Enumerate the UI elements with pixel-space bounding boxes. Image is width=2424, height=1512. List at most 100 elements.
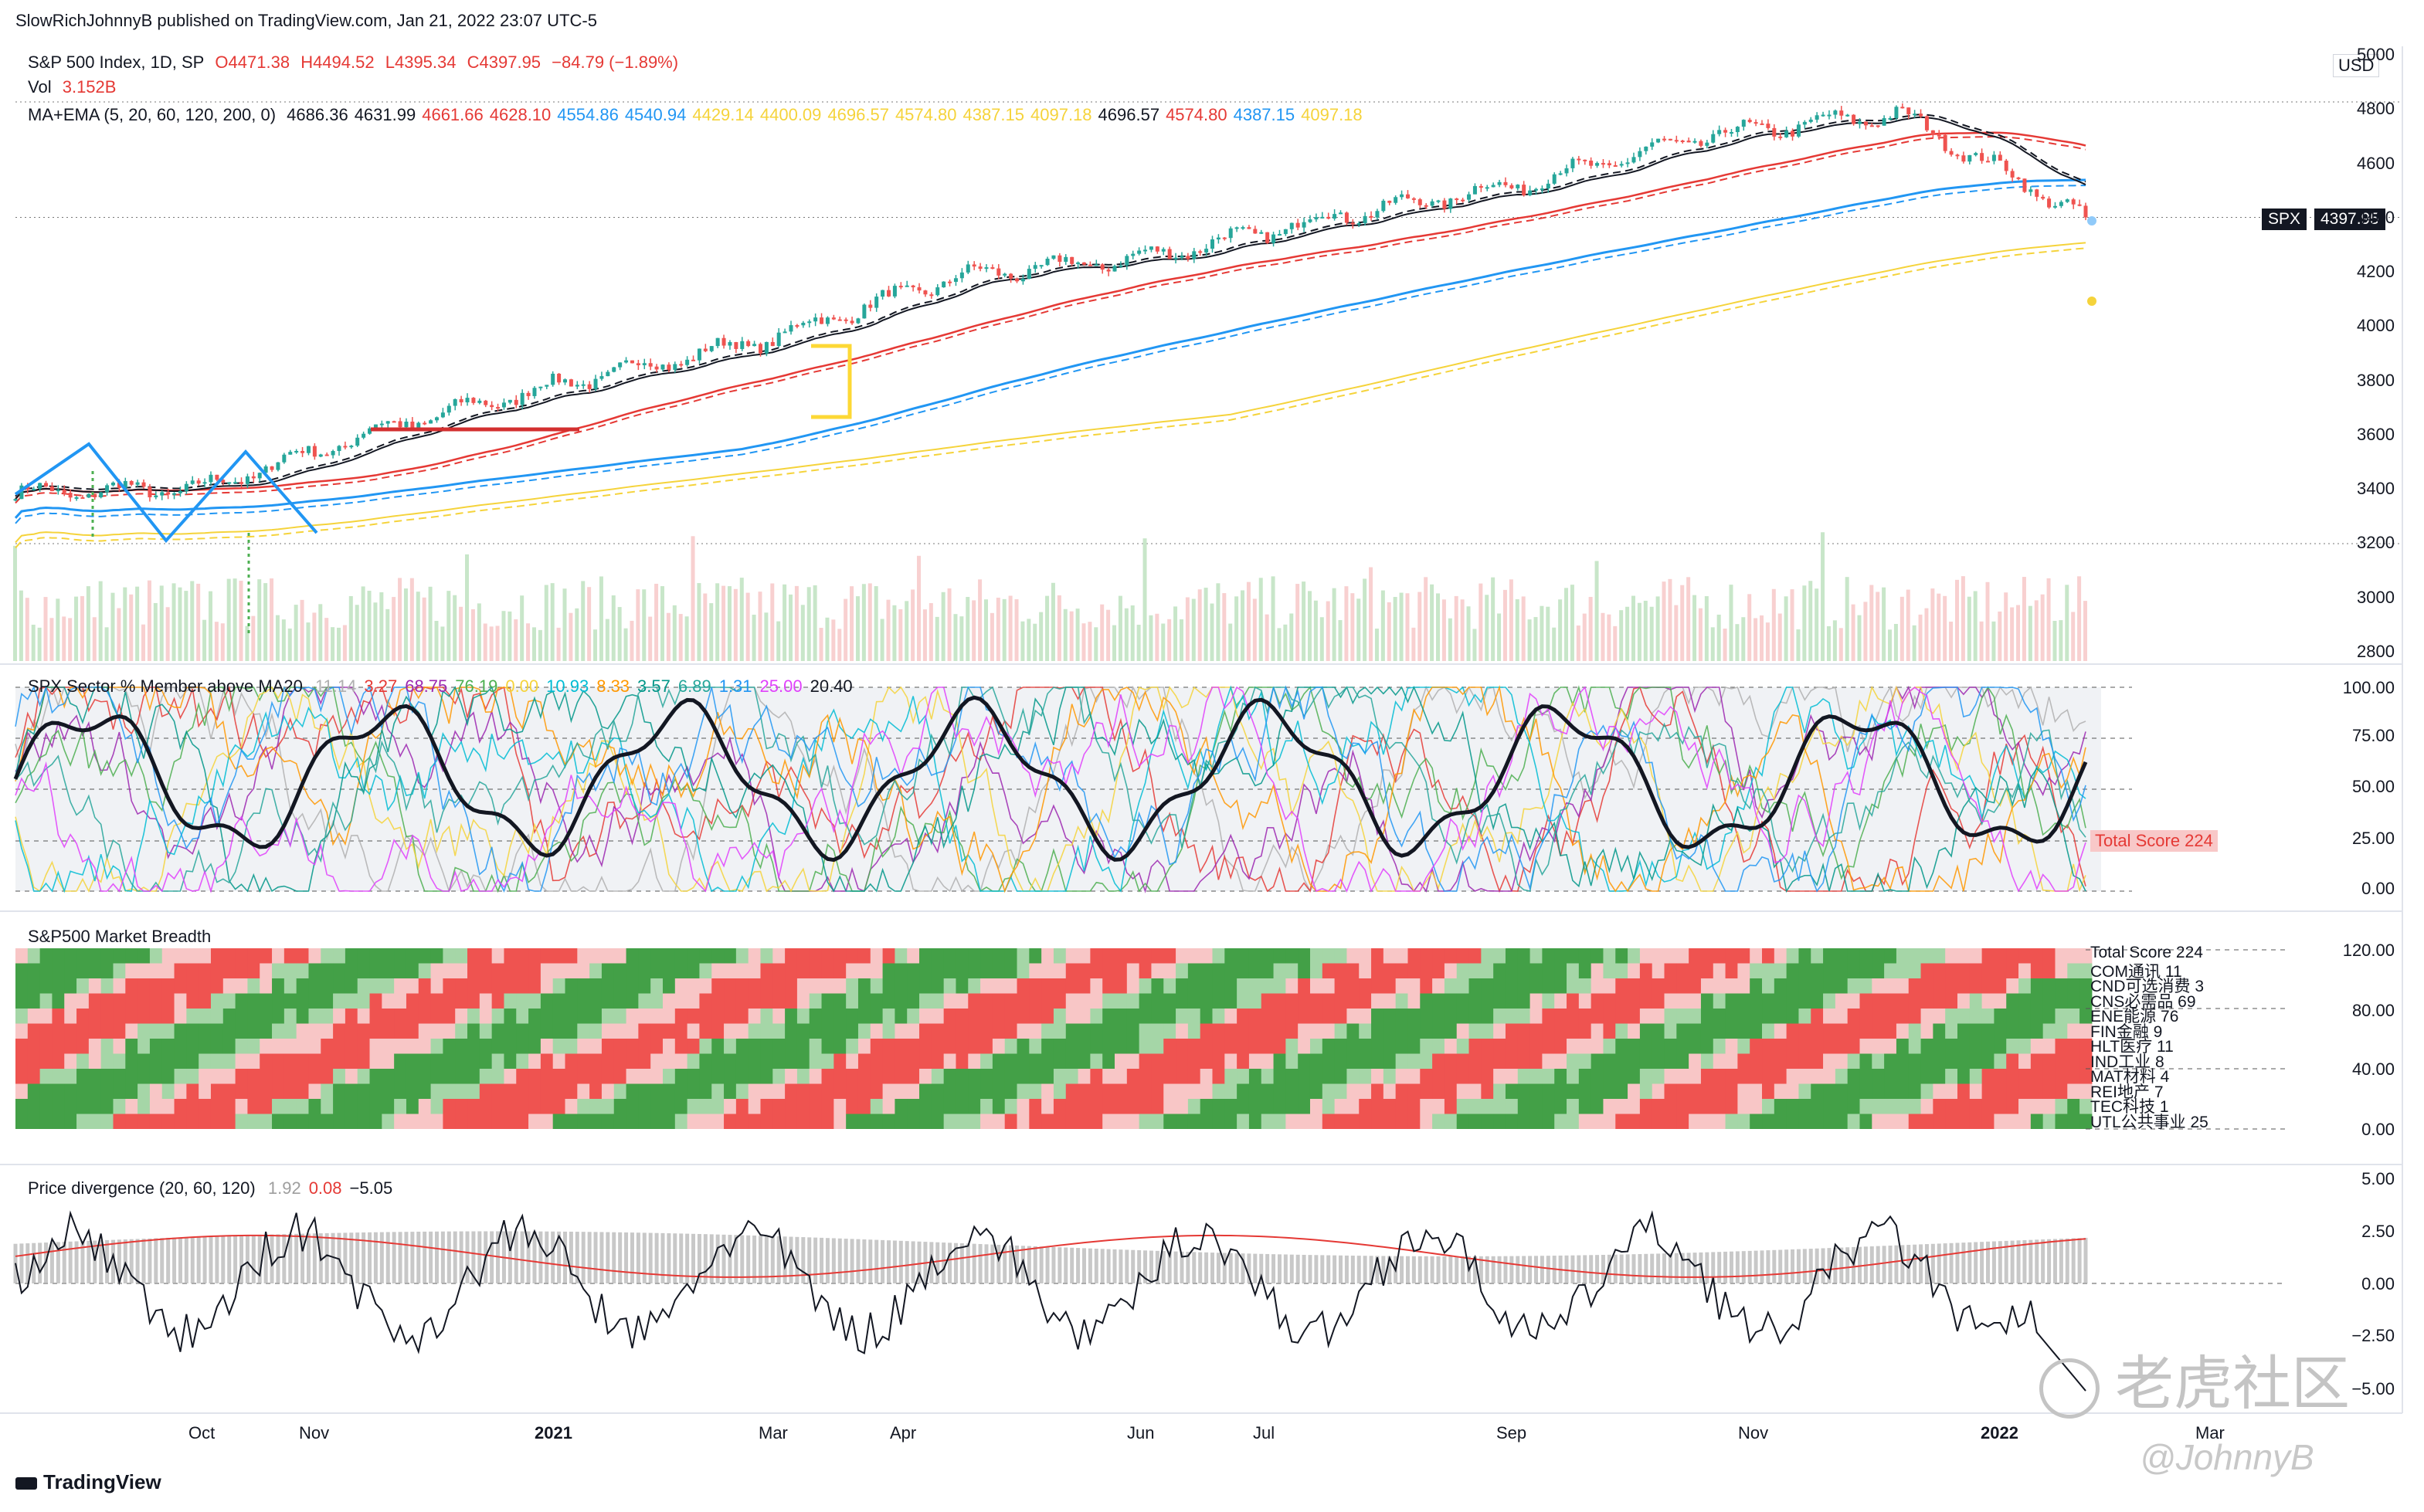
breadth-cell-4-234 [1444,1009,1458,1024]
candle-body-81 [508,399,512,403]
volume-bar-88 [550,583,555,661]
breadth-cell-1-28 [186,963,199,978]
breadth-cell-0-318 [1957,948,1971,964]
volume-bar-62 [392,597,396,661]
breadth-cell-0-146 [907,948,920,964]
breadth-cell-3-110 [687,993,700,1009]
breadth-cell-2-280 [1725,978,1738,994]
breadth-cell-4-182 [1126,1009,1140,1024]
divergence-bar-271 [1668,1253,1672,1283]
breadth-cell-11-286 [1762,1114,1775,1129]
candle-body-212 [1308,219,1312,222]
breadth-cell-10-210 [1298,1099,1311,1114]
candle-body-1 [19,485,24,500]
breadth-cell-2-238 [1468,978,1482,994]
volume-bar-38 [245,625,250,661]
breadth-cell-2-304 [1872,978,1885,994]
breadth-cell-3-128 [796,993,810,1009]
breadth-cell-8-246 [1517,1069,1531,1084]
breadth-cell-2-160 [992,978,1006,994]
breadth-cell-11-314 [1933,1114,1946,1129]
volume-bar-177 [1094,627,1098,661]
breadth-cell-10-14 [100,1099,114,1114]
breadth-cell-5-252 [1554,1023,1567,1039]
breadth-cell-10-164 [1017,1099,1030,1114]
candle-body-4 [38,483,42,489]
breadth-cell-2-90 [565,978,578,994]
divergence-pane-title: Price divergence (20, 60, 120) 1.92 0.08−… [28,1178,400,1198]
breadth-cell-2-312 [1920,978,1933,994]
breadth-cell-3-186 [1151,993,1164,1009]
breadth-cell-0-62 [394,948,407,964]
volume-bar-210 [1295,584,1300,661]
breadth-cell-0-310 [1908,948,1922,964]
candle-body-173 [1070,256,1075,264]
breadth-cell-6-84 [528,1039,541,1054]
breadth-cell-9-60 [382,1083,395,1099]
divergence-bar-329 [2022,1239,2027,1283]
divergence-bar-233 [1436,1256,1441,1283]
breadth-cell-10-308 [1896,1099,1910,1114]
volume-bar-104 [648,616,653,661]
breadth-cell-4-310 [1908,1009,1922,1024]
candle-body-210 [1295,222,1300,228]
volume-bar-307 [1888,629,1893,661]
breadth-cell-11-316 [1945,1114,1958,1129]
breadth-cell-3-146 [907,993,920,1009]
breadth-cell-9-106 [662,1083,676,1099]
breadth-cell-6-70 [443,1039,456,1054]
divergence-bar-131 [813,1237,818,1283]
breadth-cell-9-96 [601,1083,615,1099]
breadth-cell-3-92 [577,993,590,1009]
volume-bar-108 [672,605,677,661]
divergence-bar-16 [110,1239,115,1283]
breadth-cell-3-144 [895,993,908,1009]
breadth-cell-11-178 [1102,1114,1115,1129]
candle-body-239 [1472,185,1477,195]
breadth-cell-0-164 [1017,948,1030,964]
volume-bar-319 [1961,576,1965,661]
breadth-cell-10-206 [1273,1099,1286,1114]
divergence-tick-3: −2.50 [2351,1326,2395,1345]
volume-bar-197 [1216,583,1220,661]
breadth-cell-1-164 [1017,963,1030,978]
volume-bar-260 [1601,612,1605,661]
divergence-bar-59 [373,1232,378,1283]
breadth-cell-10-76 [479,1099,493,1114]
volume-bar-83 [520,595,525,661]
breadth-cell-2-18 [125,978,138,994]
sector-line-8 [15,686,2086,892]
breadth-cell-1-96 [601,963,615,978]
divergence-bar-118 [734,1235,738,1283]
divergence-bar-194 [1198,1252,1203,1283]
volume-bar-122 [758,592,762,661]
volume-bar-107 [666,612,671,661]
divergence-bar-67 [423,1231,427,1283]
candle-body-244 [1503,181,1508,185]
volume-bar-267 [1643,600,1648,661]
volume-bar-248 [1527,619,1532,661]
breadth-row-label-9: REI地产 7 [2090,1083,2164,1101]
breadth-cell-0-166 [1029,948,1042,964]
breadth-cell-1-90 [565,963,578,978]
breadth-cell-0-262 [1615,948,1628,964]
breadth-cell-8-162 [1004,1069,1018,1084]
breadth-cell-11-132 [821,1114,834,1129]
divergence-bar-181 [1119,1249,1123,1283]
candle-body-250 [1540,188,1544,191]
breadth-cell-11-258 [1591,1114,1604,1129]
candle-body-339 [2083,205,2088,218]
breadth-cell-0-266 [1639,948,1653,964]
breadth-cell-8-70 [443,1069,456,1084]
breadth-cell-9-14 [100,1083,114,1099]
volume-bar-168 [1039,612,1044,661]
breadth-cell-5-284 [1750,1023,1763,1039]
volume-bar-27 [178,587,182,661]
volume-bar-85 [531,627,536,661]
breadth-cell-4-8 [64,1009,77,1024]
breadth-cell-4-212 [1309,1009,1323,1024]
divergence-bar-107 [667,1233,671,1283]
breadth-cell-7-152 [943,1053,956,1069]
candle-body-187 [1155,246,1159,252]
breadth-cell-4-2 [27,1009,41,1024]
